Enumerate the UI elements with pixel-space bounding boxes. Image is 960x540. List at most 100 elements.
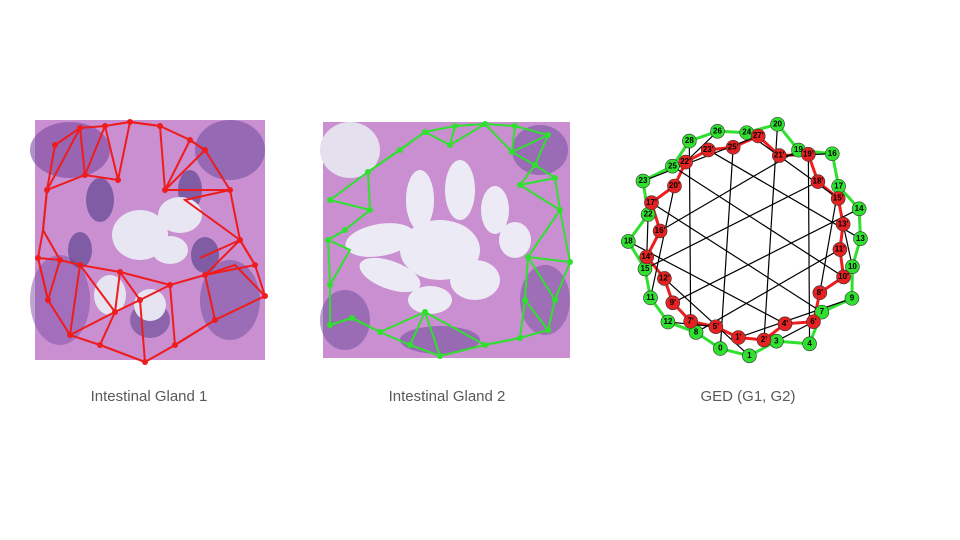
shape [567, 259, 573, 265]
shape [162, 187, 168, 193]
node-label: 16 [828, 149, 837, 158]
node-label: 7 [820, 307, 825, 316]
shape [117, 269, 123, 275]
node-label: 1 [747, 351, 752, 360]
node-label: 4 [807, 339, 812, 348]
node-label: 17 [834, 181, 843, 190]
shape [422, 129, 428, 135]
graph-node [731, 330, 746, 345]
shape [86, 178, 114, 222]
shape [509, 149, 515, 155]
node-label: 9' [670, 298, 676, 307]
shape [552, 175, 558, 181]
shape [326, 122, 572, 358]
graph-node [712, 341, 728, 356]
edit-arrow [651, 202, 823, 313]
shape [437, 353, 443, 359]
graph-node [770, 116, 785, 132]
node-label: 13 [856, 234, 865, 243]
graph-node [639, 249, 655, 265]
shape [445, 160, 475, 220]
shape [499, 222, 531, 258]
node-label: 27' [753, 131, 764, 140]
shape [532, 162, 538, 168]
shape [82, 172, 88, 178]
shape [46, 120, 241, 241]
shape [545, 327, 551, 333]
edit-arrow [806, 154, 813, 345]
shape [127, 119, 133, 125]
graph-node [844, 291, 860, 306]
shape [204, 263, 266, 297]
node-label: 10' [838, 272, 849, 281]
shape [400, 326, 480, 354]
shape [52, 142, 58, 148]
shape [202, 272, 208, 278]
node-label: 9 [850, 293, 855, 302]
shape [102, 123, 108, 129]
node-label: 23 [639, 176, 648, 185]
edit-arrow [738, 297, 853, 339]
shape [137, 297, 143, 303]
node-label: 12' [659, 274, 670, 283]
graph-node [771, 148, 787, 163]
shape [77, 262, 83, 268]
graph-node [801, 147, 816, 162]
shape [359, 257, 421, 293]
node-label: 4' [782, 319, 788, 328]
node-label: 22' [680, 157, 691, 166]
node-label: 0 [718, 344, 723, 353]
node-label: 14' [641, 252, 652, 261]
shape [367, 207, 373, 213]
edit-arrow [648, 185, 676, 299]
node-label: 19 [794, 145, 803, 154]
graph-node [660, 314, 676, 330]
shape [422, 309, 428, 315]
node-label: 25' [728, 142, 739, 151]
graph-node [832, 242, 848, 257]
edit-arrow [659, 149, 800, 232]
shape [187, 137, 193, 143]
shape [327, 322, 333, 328]
node-label: 20 [773, 119, 782, 128]
shape [35, 255, 41, 261]
edit-arrow [685, 130, 719, 163]
shape [45, 297, 51, 303]
shape [447, 142, 453, 148]
caption: GED (G1, G2) [700, 388, 795, 405]
shape [406, 170, 434, 230]
graph-node [708, 319, 724, 335]
node-label: 1' [735, 333, 741, 342]
shape [525, 254, 531, 260]
graph-node [667, 178, 682, 194]
shape [482, 342, 488, 348]
node-label: 23' [703, 145, 714, 154]
node-label: 20' [669, 181, 680, 190]
graph-node [830, 191, 846, 206]
node-label: 24 [742, 128, 751, 137]
node-label: 13' [838, 219, 849, 228]
shape [552, 297, 558, 303]
shape [557, 207, 563, 213]
graph-node [756, 332, 772, 348]
shape [252, 262, 258, 268]
shape [320, 122, 380, 178]
graph-node [657, 271, 672, 286]
shape [342, 227, 348, 233]
shape [482, 121, 488, 127]
node-label: 18 [624, 237, 633, 246]
shape [68, 232, 92, 268]
node-label: 2' [761, 335, 767, 344]
shape [520, 265, 570, 335]
caption: Intestinal Gland 1 [91, 388, 208, 405]
graph-node [665, 158, 680, 174]
graph-node [652, 223, 668, 239]
shape [115, 177, 121, 183]
node-label: 28 [685, 136, 694, 145]
shape [172, 342, 178, 348]
node-label: 18' [813, 177, 824, 186]
graph-node [814, 304, 830, 320]
shape [97, 342, 103, 348]
shape [202, 147, 208, 153]
graph-node [777, 316, 793, 332]
